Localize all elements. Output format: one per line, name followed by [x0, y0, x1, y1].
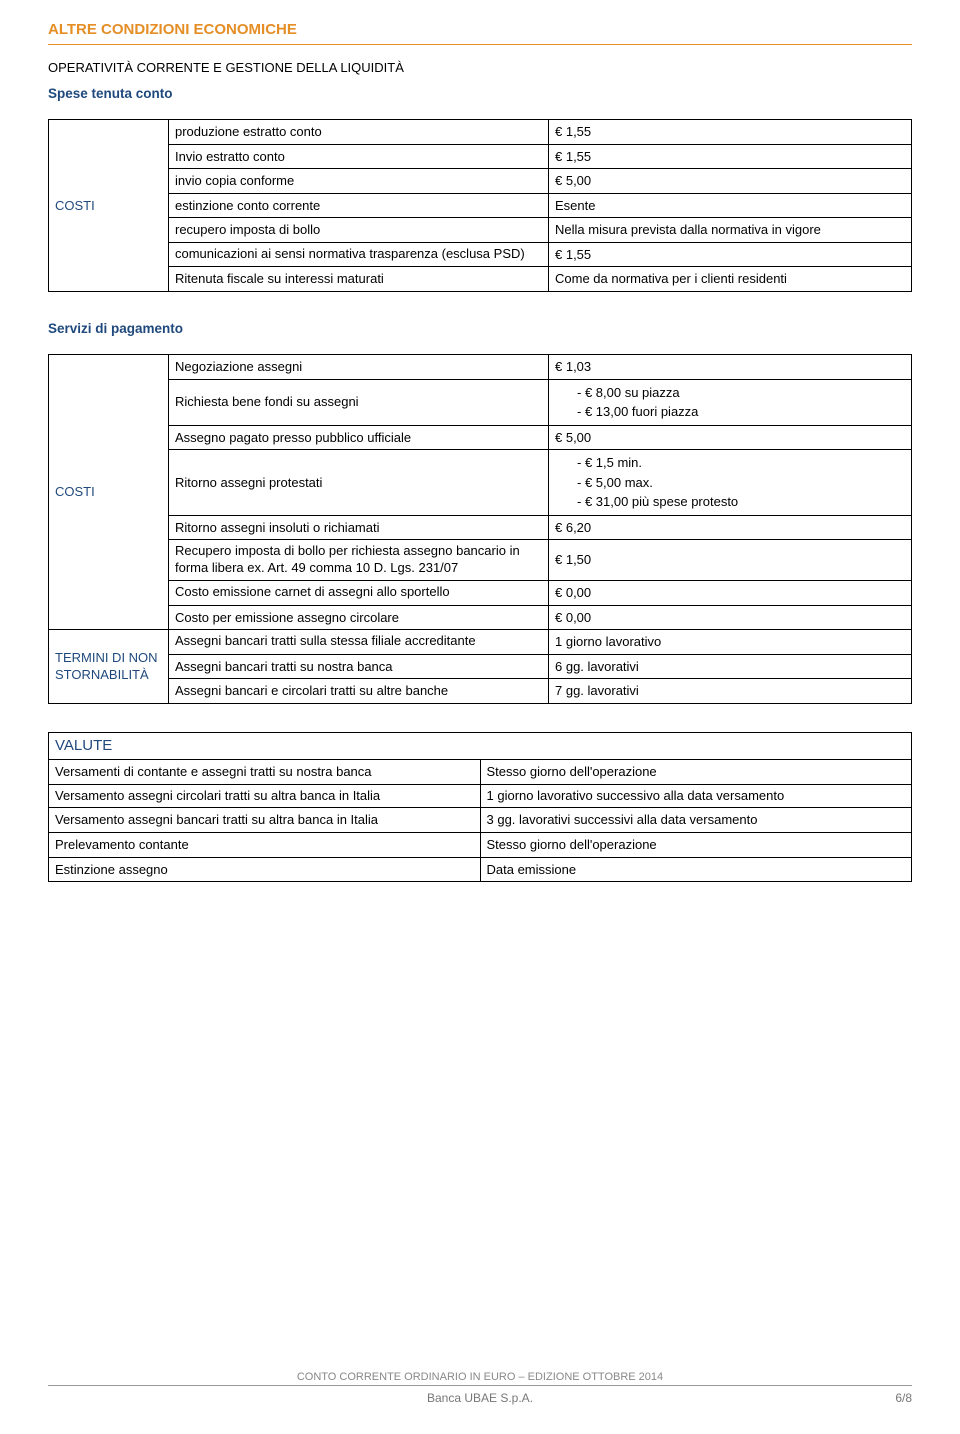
row-label: Richiesta bene fondi su assegni [169, 379, 549, 425]
row-value: 7 gg. lavorativi [549, 679, 912, 704]
row-label: Assegni bancari tratti su nostra banca [169, 654, 549, 679]
table-servizi-pagamento: COSTI Negoziazione assegni € 1,03 Richie… [48, 354, 912, 704]
row-value: 6 gg. lavorativi [549, 654, 912, 679]
row-label: Invio estratto conto [169, 144, 549, 169]
row-label: Prelevamento contante [49, 832, 481, 857]
row-value: € 1,03 [549, 355, 912, 380]
row-value: € 1,55 [549, 242, 912, 267]
row-value: € 5,00 [549, 169, 912, 194]
sub-heading-spese: Spese tenuta conto [48, 85, 912, 103]
termini-label: TERMINI DI NON STORNABILITÀ [49, 630, 169, 704]
row-label: Versamento assegni bancari tratti su alt… [49, 808, 481, 833]
row-label: Ritorno assegni protestati [169, 450, 549, 516]
row-value: Data emissione [480, 857, 912, 882]
footer-doc-title: CONTO CORRENTE ORDINARIO IN EURO – EDIZI… [297, 1371, 663, 1383]
table-valute: VALUTE Versamenti di contante e assegni … [48, 732, 912, 882]
row-label: Estinzione assegno [49, 857, 481, 882]
row-value: € 0,00 [549, 580, 912, 605]
row-value: € 6,20 [549, 515, 912, 540]
row-value: 1 giorno lavorativo successivo alla data… [480, 784, 912, 808]
row-label: recupero imposta di bollo [169, 218, 549, 243]
row-label: Assegni bancari tratti sulla stessa fili… [169, 630, 549, 655]
row-value: € 1,55 [549, 144, 912, 169]
row-label: Costo per emissione assegno circolare [169, 605, 549, 630]
row-label: Versamenti di contante e assegni tratti … [49, 759, 481, 784]
row-value: € 1,50 [549, 540, 912, 581]
section-title: ALTRE CONDIZIONI ECONOMICHE [48, 20, 912, 45]
row-label: Assegni bancari e circolari tratti su al… [169, 679, 549, 704]
row-value: - € 8,00 su piazza - € 13,00 fuori piazz… [549, 379, 912, 425]
row-value: Stesso giorno dell'operazione [480, 759, 912, 784]
row-value: - € 1,5 min. - € 5,00 max. - € 31,00 più… [549, 450, 912, 516]
footer-page-number: 6/8 [895, 1390, 912, 1406]
footer-bank: Banca UBAE S.p.A. [427, 1391, 533, 1405]
row-label: invio copia conforme [169, 169, 549, 194]
row-label: comunicazioni ai sensi normativa traspar… [169, 242, 549, 267]
row-label: produzione estratto conto [169, 120, 549, 145]
row-label: estinzione conto corrente [169, 193, 549, 218]
sub-heading-ops: OPERATIVITÀ CORRENTE E GESTIONE DELLA LI… [48, 59, 912, 77]
row-label: Versamento assegni circolari tratti su a… [49, 784, 481, 808]
valute-title: VALUTE [49, 732, 912, 759]
row-value: € 0,00 [549, 605, 912, 630]
sub-heading-servizi: Servizi di pagamento [48, 320, 912, 338]
row-value: Stesso giorno dell'operazione [480, 832, 912, 857]
row-value: 1 giorno lavorativo [549, 630, 912, 655]
row-value: Esente [549, 193, 912, 218]
row-label: Costo emissione carnet di assegni allo s… [169, 580, 549, 605]
row-value: Come da normativa per i clienti resident… [549, 267, 912, 292]
row-value: € 1,55 [549, 120, 912, 145]
costi-label-1: COSTI [49, 120, 169, 292]
table-spese-tenuta: COSTI produzione estratto conto € 1,55 I… [48, 119, 912, 292]
row-value: 3 gg. lavorativi successivi alla data ve… [480, 808, 912, 833]
row-label: Assegno pagato presso pubblico ufficiale [169, 425, 549, 450]
row-label: Ritorno assegni insoluti o richiamati [169, 515, 549, 540]
costi-label-2: COSTI [49, 355, 169, 630]
row-label: Ritenuta fiscale su interessi maturati [169, 267, 549, 292]
row-value: € 5,00 [549, 425, 912, 450]
row-value: Nella misura prevista dalla normativa in… [549, 218, 912, 243]
page-footer: CONTO CORRENTE ORDINARIO IN EURO – EDIZI… [48, 1368, 912, 1406]
row-label: Negoziazione assegni [169, 355, 549, 380]
row-label: Recupero imposta di bollo per richiesta … [169, 540, 549, 581]
